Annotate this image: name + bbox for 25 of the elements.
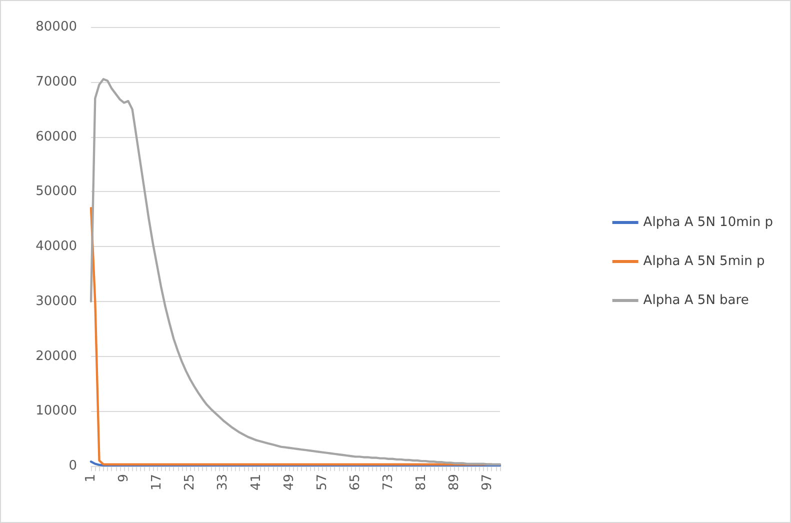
y-tick-label: 0 [68,458,77,474]
y-tick-label: 30000 [36,294,77,309]
y-tick-label: 70000 [36,74,77,90]
y-tick-label: 10000 [36,404,77,419]
x-tick-label: 41 [248,474,264,491]
x-tick-label: 81 [414,474,430,491]
x-tick-label: 97 [480,474,496,491]
y-tick-label: 60000 [36,129,77,144]
x-tick-label: 73 [380,474,396,491]
y-tick-label: 50000 [36,184,77,200]
x-tick-label: 9 [116,474,132,482]
y-tick-label: 20000 [36,348,77,364]
x-tick-label: 49 [282,474,297,491]
x-tick-label: 1 [84,474,98,482]
legend-label: Alpha A 5N bare [643,293,749,308]
x-tick-label: 89 [447,474,462,491]
x-tick-label: 65 [348,474,363,491]
x-tick-label: 57 [314,474,330,491]
y-tick-label: 40000 [36,239,77,254]
x-tick-label: 33 [216,474,231,491]
x-tick-label: 25 [182,474,198,491]
legend-label: Alpha A 5N 5min p [643,254,765,269]
x-tick-label: 17 [150,474,165,491]
legend-label: Alpha A 5N 10min p [643,215,774,230]
y-tick-label: 80000 [36,20,77,34]
